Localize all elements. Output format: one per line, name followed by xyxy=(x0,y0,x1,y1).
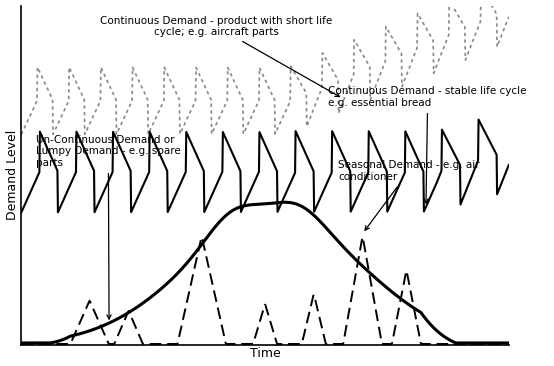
X-axis label: Time: Time xyxy=(250,347,280,361)
Text: Seasonal Demand - e.g. air
conditioner: Seasonal Demand - e.g. air conditioner xyxy=(338,160,480,230)
Text: Continuous Demand - stable life cycle
e.g. essential bread: Continuous Demand - stable life cycle e.… xyxy=(329,86,527,203)
Y-axis label: Demand Level: Demand Level xyxy=(6,130,18,220)
Text: Un-Continuous Demand or
Lumpy Demand - e.g. spare
parts: Un-Continuous Demand or Lumpy Demand - e… xyxy=(36,135,181,319)
Text: Continuous Demand - product with short life
cycle; e.g. aircraft parts: Continuous Demand - product with short l… xyxy=(100,16,340,97)
